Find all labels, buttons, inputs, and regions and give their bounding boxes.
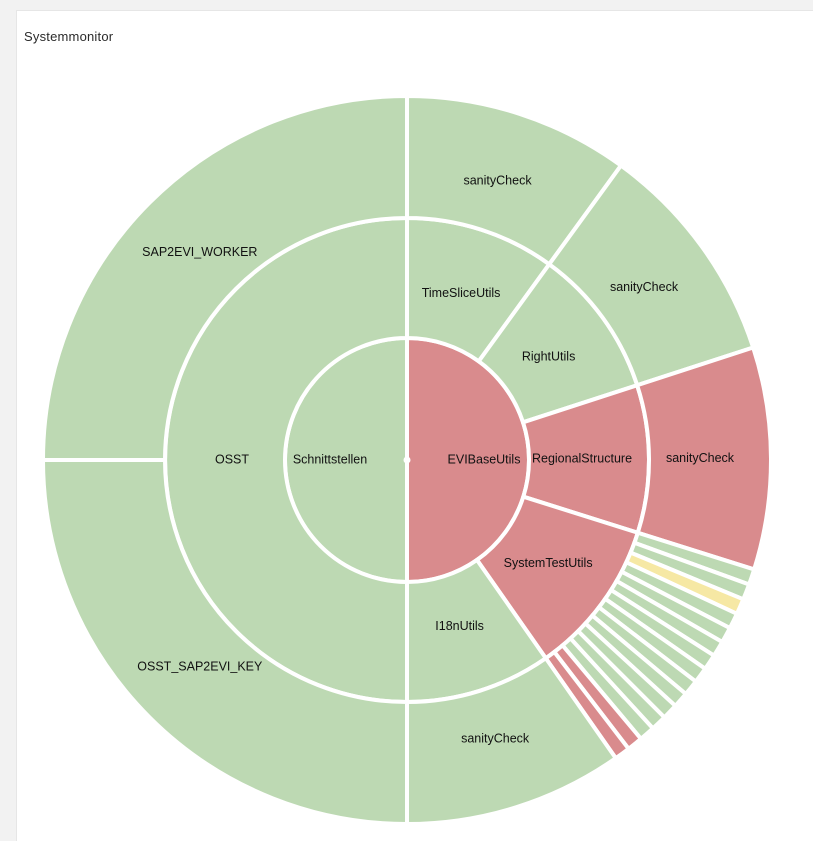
sunburst-segment-osst-sap2evi-key[interactable] [40,458,409,827]
sunburst-segment-sanitycheck[interactable] [634,344,773,572]
center-dot [403,456,411,464]
sunburst-segment-sap2evi-worker[interactable] [40,93,409,462]
page-title: Systemmonitor [24,29,114,44]
